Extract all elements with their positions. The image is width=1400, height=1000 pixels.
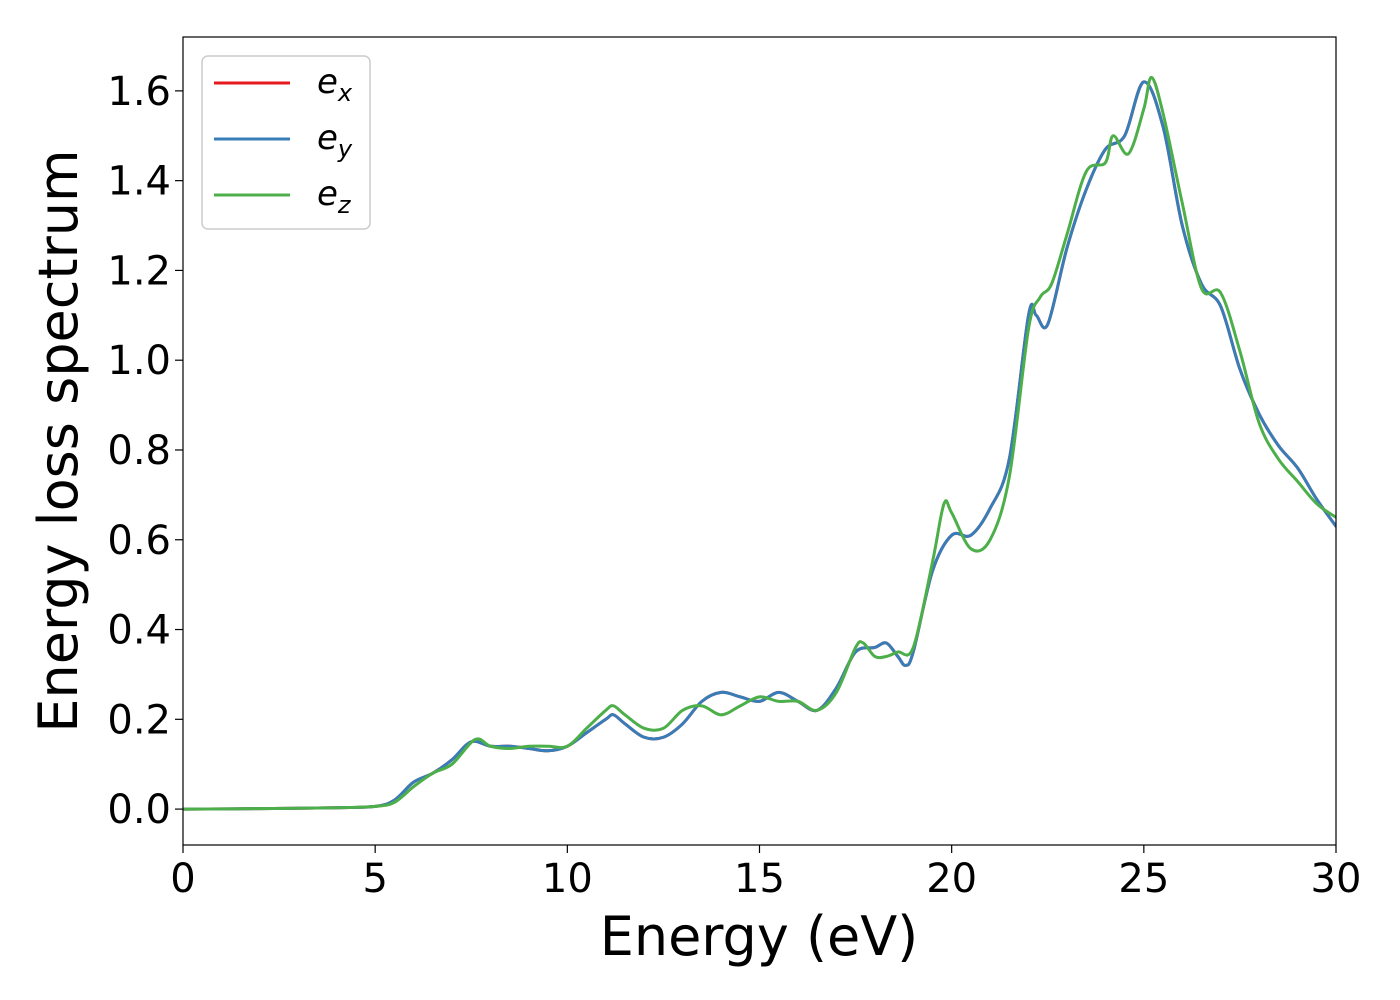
x-tick-label: 5	[362, 856, 387, 902]
series-line-z	[183, 75, 1336, 811]
x-tick-label: 15	[734, 856, 785, 902]
y-tick-label: 0.0	[107, 787, 171, 833]
y-tick-label: 0.4	[107, 608, 171, 654]
x-tick-label: 0	[170, 856, 195, 902]
legend-label-y: ey	[317, 118, 353, 163]
series-layer	[183, 75, 1336, 811]
x-tick-label: 20	[926, 856, 977, 902]
y-tick-label: 0.2	[107, 697, 171, 743]
y-tick-label: 1.2	[107, 248, 171, 294]
legend-frame	[201, 55, 371, 230]
x-axis-label: Energy (eV)	[600, 905, 919, 968]
y-axis-label: Energy loss spectrum	[27, 149, 90, 732]
x-tick-label: 10	[542, 856, 593, 902]
y-tick-label: 1.4	[107, 159, 171, 205]
legend-label-x: ex	[317, 62, 353, 107]
y-tick-label: 1.0	[107, 338, 171, 384]
legend-label-z: ez	[317, 174, 352, 219]
y-axis: 0.0 0.2 0.4 0.6 0.8 1.0 1.2 1.4 1.6	[107, 69, 183, 833]
x-tick-label: 25	[1118, 856, 1169, 902]
y-tick-label: 1.6	[107, 69, 171, 115]
x-tick-label: 30	[1311, 856, 1362, 902]
legend: ex ey ez	[201, 55, 371, 230]
y-tick-label: 0.6	[107, 518, 171, 564]
x-axis: 0 5 10 15 20 25 30	[170, 845, 1361, 902]
series-line-y	[183, 80, 1336, 811]
y-tick-label: 0.8	[107, 428, 171, 474]
